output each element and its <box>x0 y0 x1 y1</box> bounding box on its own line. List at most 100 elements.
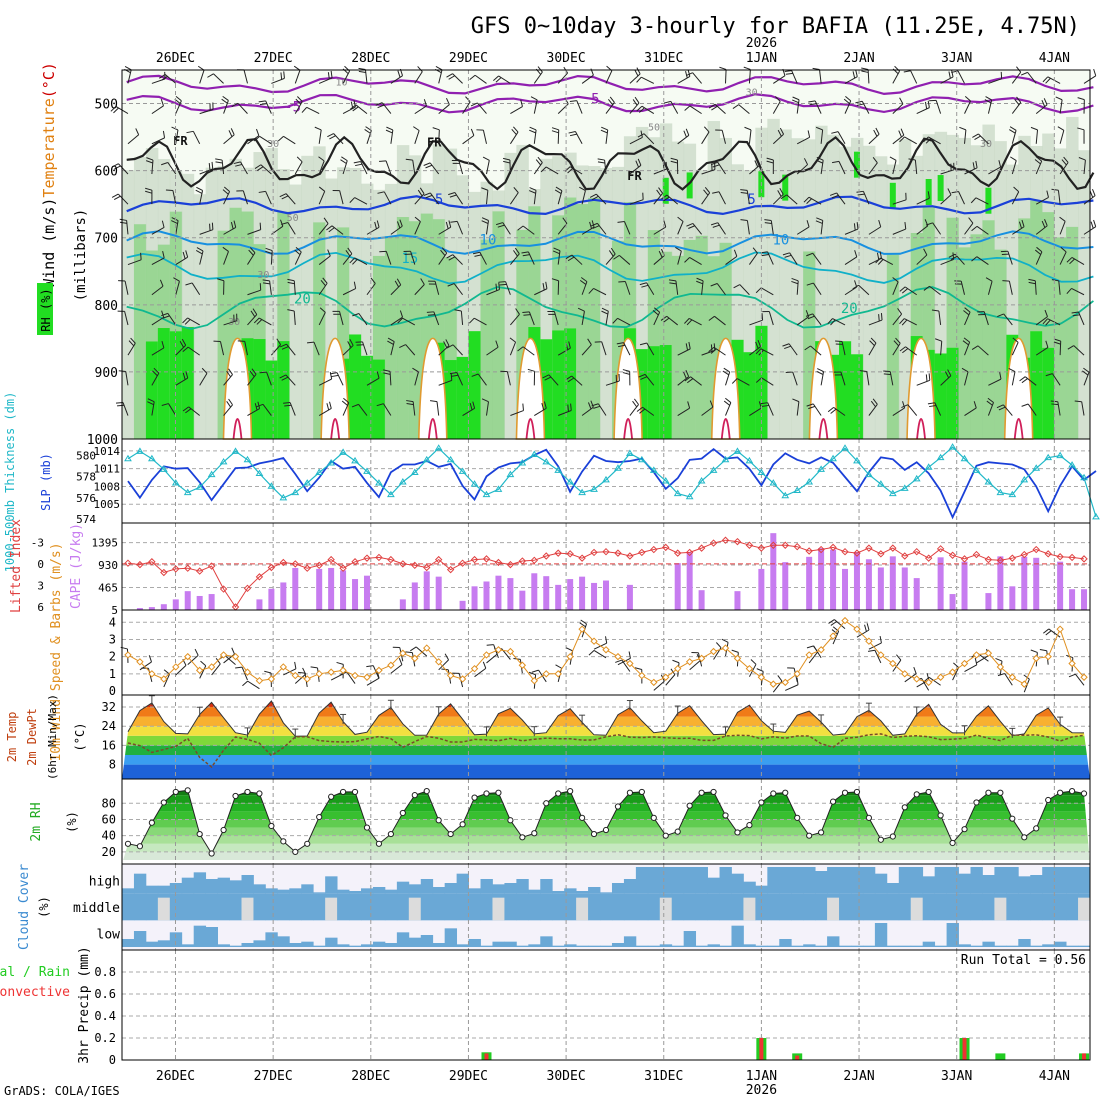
wind-barb-flag <box>327 249 331 257</box>
wind-speed-point <box>243 668 252 676</box>
wind-barb-staff <box>438 379 452 386</box>
wind-barb-flag <box>568 341 571 349</box>
wind-barb-flag <box>472 401 476 409</box>
surface-wind-barb <box>390 657 403 674</box>
li-point <box>255 573 264 581</box>
wind-barb-staff <box>929 285 941 296</box>
wind-barb-staff <box>643 133 655 145</box>
wind-barb <box>755 287 774 296</box>
surface-wind-barb <box>438 653 450 671</box>
wind-barb-flag <box>276 338 282 345</box>
wind-barb <box>629 158 642 175</box>
cloud-high-bar <box>408 884 422 894</box>
wind-barb-staff <box>509 192 519 205</box>
wind-barb <box>383 369 392 386</box>
wind-barb <box>165 189 177 205</box>
cape-bar <box>160 604 167 610</box>
wind-barb-staff <box>390 225 403 235</box>
wind-speed-point <box>650 678 658 687</box>
wind-barb <box>954 280 966 295</box>
rh-ylabel-part-0: 2m RH <box>29 802 44 841</box>
wind-barb-staff <box>717 222 726 235</box>
cloud-high-bar <box>313 892 326 894</box>
surface-wind-barb-flag <box>867 649 876 652</box>
slp-ylabel: SLP (mb) <box>39 453 53 511</box>
wind-barb-staff <box>438 129 440 144</box>
wind-barb <box>605 96 615 114</box>
cloud-high-bar <box>767 867 780 894</box>
wind-barb <box>916 191 930 205</box>
wind-barb-staff <box>510 253 520 265</box>
wind-barb-flag <box>1036 246 1043 253</box>
wind-barb <box>379 250 392 265</box>
wind-barb-flag <box>902 348 909 354</box>
cape-bar <box>399 599 406 610</box>
wind-barb-staff <box>199 69 205 84</box>
li-point <box>638 548 646 557</box>
cloud-middle-bar <box>217 893 230 921</box>
wind-barb-staff <box>1035 160 1043 175</box>
wind-barb-staff <box>641 105 655 115</box>
cloud-low-bar <box>1054 941 1067 947</box>
wind-speed-point <box>1068 659 1076 668</box>
wind-barb-flag <box>902 401 906 409</box>
wind-barb-staff <box>767 402 774 416</box>
cloud-middle-bar <box>946 893 959 921</box>
wind-barb-flag <box>925 138 932 144</box>
li-point <box>279 558 288 567</box>
wind-barb-staff <box>247 373 257 386</box>
wind-barb <box>581 338 592 356</box>
surface-wind-barb-flag <box>231 647 235 655</box>
precip-tick-label: 0.8 <box>94 965 116 979</box>
cloud-low-bar <box>683 931 697 947</box>
wind-barb <box>636 105 655 115</box>
li-point <box>685 548 694 557</box>
cape-bar <box>483 581 490 610</box>
cloud-middle-bar <box>133 893 147 921</box>
wind-barb <box>959 126 967 144</box>
wind-barb <box>636 406 655 416</box>
wind-barb <box>971 345 989 356</box>
wind-barb <box>892 222 907 235</box>
wind-barb-staff <box>581 281 588 295</box>
wind-barb-staff <box>772 133 784 145</box>
rh-point <box>614 803 622 810</box>
wind-barb-staff <box>223 404 233 416</box>
thickness-point <box>291 488 300 496</box>
thickness-point <box>709 466 718 473</box>
cloud-middle-bar <box>886 893 900 921</box>
thickness-point <box>183 488 192 496</box>
wind-barb-staff <box>318 255 331 265</box>
cloud-high-bar <box>289 888 302 894</box>
wind-barb <box>1066 257 1085 265</box>
cape-bar <box>985 593 992 610</box>
rh-point <box>662 832 669 839</box>
cloud-high-bar <box>193 872 207 894</box>
surface-wind-barb-flag <box>242 680 248 687</box>
wind-barb-staff <box>569 166 583 175</box>
wind-barb-flag <box>468 317 475 324</box>
cloud-high-bar <box>611 883 625 894</box>
wind-barb <box>387 337 395 356</box>
wind-barb-flag <box>383 369 391 372</box>
wind-barb-flag <box>779 127 785 135</box>
wind-barb-staff <box>713 346 726 356</box>
wind-barb-flag <box>856 103 864 106</box>
slp-tick-label: 1008 <box>94 480 121 493</box>
wind-barb-flag <box>597 161 605 164</box>
wind-barb <box>199 222 214 235</box>
cape-bar <box>519 590 526 610</box>
wind-barb-staff <box>294 251 302 265</box>
wind-barb-staff <box>810 345 822 356</box>
wind-barb-flag <box>423 99 427 107</box>
wind-barb <box>318 217 329 235</box>
wind-speed-point <box>614 652 622 661</box>
wind-barb <box>529 126 537 144</box>
wind-barb <box>428 280 440 295</box>
thickness-point <box>470 480 479 487</box>
wind-barb-staff <box>223 134 235 145</box>
surface-wind-barb <box>615 659 631 672</box>
wind-barb <box>964 160 978 175</box>
wind-barb-flag <box>686 72 693 77</box>
cloud-middle-bar <box>1042 893 1055 921</box>
